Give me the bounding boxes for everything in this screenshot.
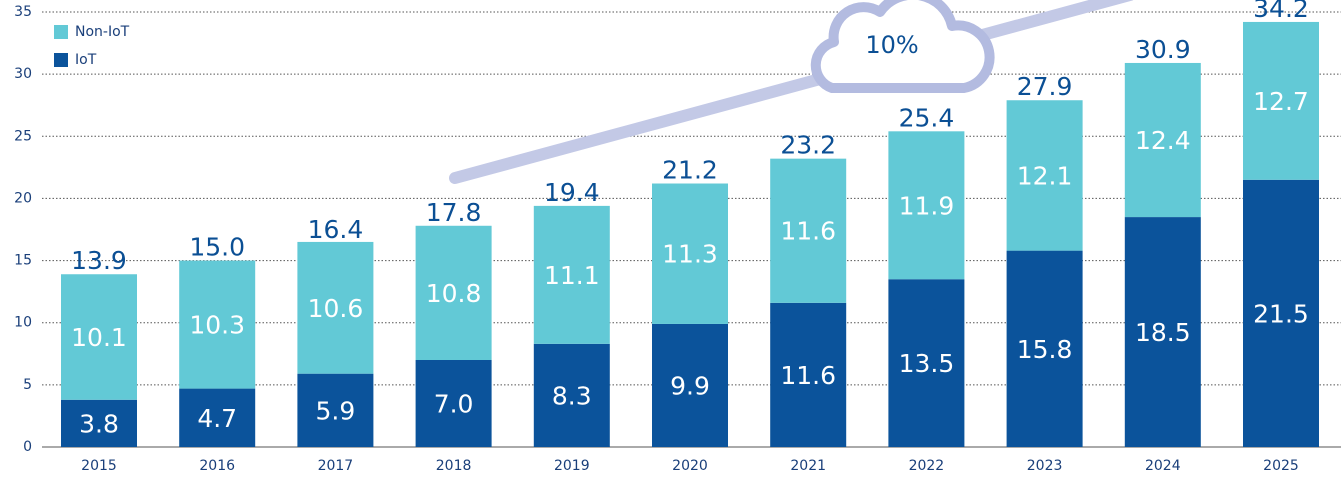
bar-segment xyxy=(533,343,610,447)
legend-swatch xyxy=(54,53,68,67)
total-label: 15.0 xyxy=(189,233,245,262)
total-label: 17.8 xyxy=(426,198,482,227)
y-tick-label: 0 xyxy=(23,439,32,455)
bar-segment xyxy=(415,225,492,360)
total-label: 27.9 xyxy=(1017,72,1073,101)
segment-label: 9.9 xyxy=(670,371,710,400)
segment-label: 12.7 xyxy=(1253,87,1309,116)
segment-label: 10.3 xyxy=(189,311,245,340)
y-tick-label: 10 xyxy=(14,315,32,331)
bar-segment xyxy=(652,183,728,324)
grid: 0 5 10 15 20 25 30 35 xyxy=(14,4,1341,455)
segment-label: 15.8 xyxy=(1017,335,1073,364)
bar-segment xyxy=(770,302,847,447)
total-label: 25.4 xyxy=(899,103,955,132)
segment-label: 18.5 xyxy=(1135,318,1191,347)
segment-label: 13.5 xyxy=(899,349,955,378)
y-tick-label: 20 xyxy=(14,190,32,206)
bar-segment xyxy=(1006,100,1083,251)
x-tick-label: 2019 xyxy=(554,458,590,474)
bar-segment xyxy=(888,131,965,280)
segment-label: 11.6 xyxy=(780,217,836,246)
bar-segment xyxy=(1124,217,1201,447)
bar-segment xyxy=(179,260,256,389)
segment-label: 7.0 xyxy=(434,390,474,419)
x-tick-label: 2016 xyxy=(199,458,235,474)
legend-label: IoT xyxy=(75,52,97,68)
bar-segment xyxy=(1006,250,1083,447)
total-label: 30.9 xyxy=(1135,35,1191,64)
x-tick-label: 2023 xyxy=(1027,458,1063,474)
cloud xyxy=(810,0,995,93)
total-label: 19.4 xyxy=(544,178,600,207)
segment-label: 8.3 xyxy=(552,381,592,410)
bar-segment xyxy=(179,388,256,447)
x-tick-label: 2022 xyxy=(909,458,945,474)
segment-label: 10.6 xyxy=(308,294,364,323)
segment-label: 21.5 xyxy=(1253,299,1309,328)
x-tick-label: 2024 xyxy=(1145,458,1181,474)
y-tick-label: 5 xyxy=(23,377,32,393)
segment-label: 10.8 xyxy=(426,279,482,308)
segment-label: 11.3 xyxy=(662,240,718,269)
bar-segment xyxy=(1243,179,1319,448)
bar-segment xyxy=(61,274,137,400)
y-tick-label: 35 xyxy=(14,4,32,20)
bar-segment xyxy=(888,279,965,447)
legend-swatch xyxy=(54,25,68,39)
bar-segment xyxy=(1124,62,1201,218)
bar-segment xyxy=(652,323,728,447)
segment-label: 11.1 xyxy=(544,261,600,290)
y-tick-label: 30 xyxy=(14,66,32,82)
bar-segment xyxy=(1243,21,1319,180)
total-label: 21.2 xyxy=(662,156,718,185)
y-tick-label: 25 xyxy=(14,128,32,144)
x-tick-label: 2025 xyxy=(1263,458,1299,474)
total-label: 23.2 xyxy=(780,131,836,160)
total-label: 34.2 xyxy=(1253,0,1309,23)
total-label: 16.4 xyxy=(308,215,364,244)
bar-segment xyxy=(533,205,610,344)
segment-label: 5.9 xyxy=(316,396,356,425)
x-tick-label: 2017 xyxy=(318,458,354,474)
legend-label: Non-IoT xyxy=(75,24,130,40)
bars xyxy=(61,21,1319,448)
bar-segment xyxy=(770,158,847,303)
bar-segment xyxy=(415,360,492,447)
segment-label: 10.1 xyxy=(71,323,127,352)
segment-label: 3.8 xyxy=(79,409,119,438)
segment-label: 4.7 xyxy=(197,404,237,433)
labels: 2015 3.8 10.1 13.9 2016 4.7 10.3 15.0 2017 5.9 10.… xyxy=(54,0,1309,474)
bar-segment xyxy=(297,241,374,374)
annotation: 10% xyxy=(865,31,918,59)
bar-segment xyxy=(297,373,374,447)
x-tick-label: 2018 xyxy=(436,458,472,474)
bar-segment xyxy=(61,399,137,447)
y-tick-label: 15 xyxy=(14,253,32,269)
segment-label: 11.6 xyxy=(780,361,836,390)
segment-label: 12.4 xyxy=(1135,126,1191,155)
trend-line xyxy=(449,0,1134,184)
x-tick-label: 2021 xyxy=(790,458,826,474)
x-tick-label: 2020 xyxy=(672,458,708,474)
segment-label: 11.9 xyxy=(899,191,955,220)
segment-label: 12.1 xyxy=(1017,161,1073,190)
total-label: 13.9 xyxy=(71,246,127,275)
x-tick-label: 2015 xyxy=(81,458,117,474)
